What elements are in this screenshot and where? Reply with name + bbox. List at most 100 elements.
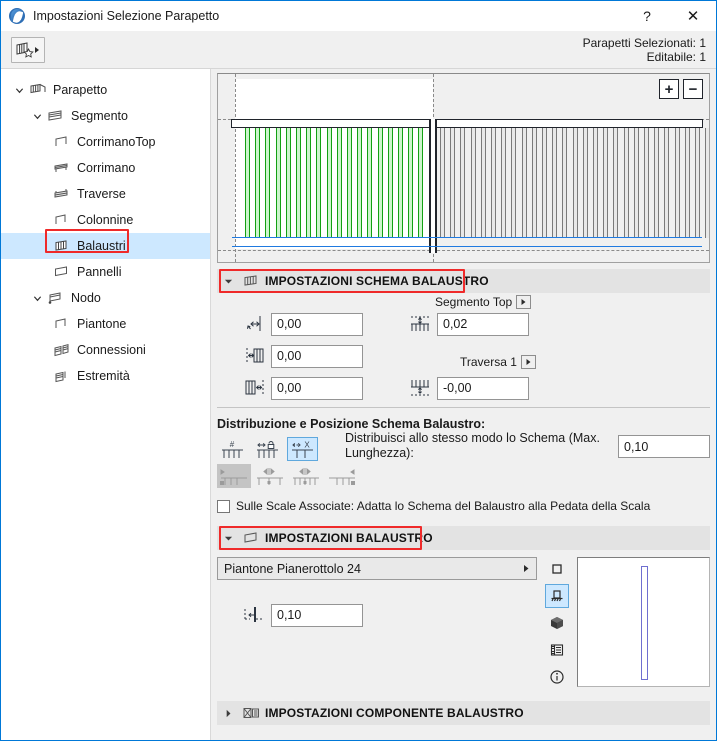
offset-right-icon [239, 375, 271, 401]
tree-item-balaustri[interactable]: Balaustri [1, 233, 210, 259]
chevron-down-icon[interactable] [217, 534, 239, 543]
baluster-selected [408, 128, 414, 238]
selection-info: Parapetti Selezionati: 1 Editabile: 1 [583, 36, 706, 64]
guide-bottom-dashed [218, 250, 709, 251]
chevron-down-icon[interactable] [11, 86, 27, 95]
chevron-down-icon[interactable] [29, 294, 45, 303]
baluster-type-combo[interactable]: Piantone Pianerottolo 24 [217, 557, 537, 580]
chevron-down-icon[interactable] [29, 112, 45, 121]
divider-1 [217, 407, 710, 408]
distribution-max-length-input[interactable] [618, 435, 710, 458]
align-center-button[interactable] [253, 464, 287, 488]
baluster-panel-icon [239, 531, 263, 545]
tree-item-colonnine[interactable]: Colonnine [1, 207, 210, 233]
view-elevation-button[interactable] [545, 584, 569, 608]
tree-item-label: Connessioni [77, 343, 146, 357]
distribution-title: Distribuzione e Posizione Schema Balaust… [217, 417, 486, 431]
elevation-icon [551, 590, 563, 602]
tree-item-segmento[interactable]: Segmento [1, 103, 210, 129]
baluster [552, 128, 558, 238]
view-info-button[interactable] [545, 665, 569, 689]
baluster [501, 128, 507, 238]
base-line-lower [232, 246, 702, 247]
baluster-pattern-icon [239, 274, 263, 288]
baluster-offset-input[interactable] [271, 603, 363, 627]
baluster [511, 128, 517, 238]
zoom-in-button[interactable]: + [659, 79, 679, 99]
tree-item-label: Piantone [77, 317, 127, 331]
stairs-checkbox[interactable] [217, 499, 230, 513]
distribution-buttons: # X [217, 431, 355, 488]
field-row-offset-left [239, 343, 363, 369]
favorites-button[interactable] [11, 36, 45, 63]
baluster [470, 128, 476, 238]
schema-fields: Segmento Top [217, 295, 710, 403]
bottom-connect-icon [405, 375, 437, 401]
tree-item-label: Pannelli [77, 265, 122, 279]
section-header-schema-balaustro[interactable]: IMPOSTAZIONI SCHEMA BALAUSTRO [217, 269, 710, 293]
tree-item-label: Segmento [71, 109, 128, 123]
play-right-icon[interactable] [522, 562, 530, 576]
tree-item-piantone[interactable]: Piantone [1, 311, 210, 337]
baluster [450, 128, 456, 238]
section-title: IMPOSTAZIONI SCHEMA BALAUSTRO [265, 274, 489, 288]
tree-item-label: Colonnine [77, 213, 134, 227]
railing-preview[interactable]: + − [217, 73, 710, 263]
baluster-selected [326, 128, 332, 238]
baluster-preview-shape [641, 566, 648, 680]
component-icon [239, 706, 263, 720]
align-end-button[interactable] [325, 464, 359, 488]
chevron-down-icon[interactable] [217, 277, 239, 286]
distribution-body: # X [217, 431, 710, 488]
tree-item-pannelli[interactable]: Pannelli [1, 259, 210, 285]
selected-count: Parapetti Selezionati: 1 [582, 35, 706, 50]
distribution-label: Distribuisci allo stesso modo lo Schema … [345, 431, 600, 460]
chevron-right-icon[interactable] [217, 709, 239, 718]
tree-item-estremita[interactable]: Estremità [1, 363, 210, 389]
baluster-selected [418, 128, 424, 238]
baluster-offset-icon [239, 602, 271, 628]
help-button[interactable]: ? [624, 1, 670, 31]
dist-number-button[interactable]: # [217, 437, 248, 461]
offset-right-input[interactable] [271, 376, 363, 400]
tree-item-corrimano[interactable]: Corrimano [1, 155, 210, 181]
segment-icon [45, 109, 67, 123]
tree-item-parapetto[interactable]: Parapetto [1, 77, 210, 103]
close-button[interactable]: ✕ [670, 1, 716, 31]
baluster [695, 128, 700, 238]
baluster [460, 128, 466, 238]
zoom-out-button[interactable]: − [683, 79, 703, 99]
node-icon [45, 291, 67, 305]
newel-icon [51, 317, 73, 331]
section-header-balaustro[interactable]: IMPOSTAZIONI BALAUSTRO [217, 526, 710, 550]
align-start-button[interactable] [217, 464, 251, 488]
tree-item-corrimanotop[interactable]: CorrimanoTop [1, 129, 210, 155]
offset-left-input[interactable] [271, 344, 363, 368]
traversa-1-popup-button[interactable] [520, 355, 536, 369]
view-2d-symbol-button[interactable] [545, 557, 569, 581]
align-spread-button[interactable] [289, 464, 323, 488]
baluster [705, 128, 709, 238]
panel-icon [51, 265, 73, 279]
view-3d-button[interactable] [545, 611, 569, 635]
offset-start-input[interactable] [271, 312, 363, 336]
balaustro-left: Piantone Pianerottolo 24 [217, 557, 537, 689]
baluster [521, 128, 527, 238]
tree-item-nodo[interactable]: Nodo [1, 285, 210, 311]
section-header-componente-balaustro[interactable]: IMPOSTAZIONI COMPONENTE BALAUSTRO [217, 701, 710, 725]
traversa-1-input[interactable] [437, 376, 529, 400]
tree-item-label: Balaustri [77, 239, 126, 253]
segmento-top-input[interactable] [437, 312, 529, 336]
view-list-button[interactable] [545, 638, 569, 662]
baluster-preview-thumbnail[interactable] [577, 557, 710, 687]
distribution-mode-row: # X [217, 437, 327, 461]
editable-count: Editabile: 1 [646, 49, 706, 64]
tree-item-traverse[interactable]: Traverse [1, 181, 210, 207]
segmento-top-popup-button[interactable] [516, 295, 532, 309]
dist-fixed-button[interactable] [252, 437, 283, 461]
dist-distribute-button[interactable]: X [287, 437, 318, 461]
offset-left-icon [239, 343, 271, 369]
tree-item-connessioni[interactable]: Connessioni [1, 337, 210, 363]
field-row-offset-start [239, 311, 363, 337]
stairs-checkbox-row[interactable]: Sulle Scale Associate: Adatta lo Schema … [217, 499, 710, 513]
